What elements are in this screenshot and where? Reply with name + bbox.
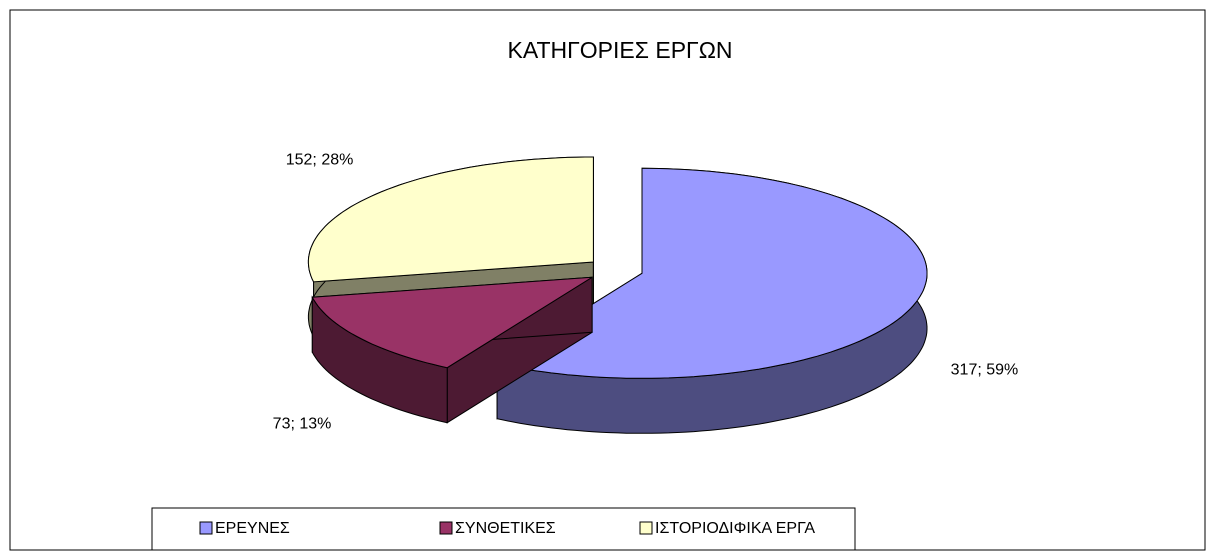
data-label: 73; 13% bbox=[273, 416, 332, 433]
data-label: 317; 59% bbox=[951, 362, 1019, 379]
chart-frame bbox=[9, 9, 1206, 551]
legend-box bbox=[151, 507, 856, 551]
legend-swatch bbox=[199, 521, 213, 535]
chart-title: ΚΑΤΗΓΟΡΙΕΣ ΕΡΓΩΝ bbox=[507, 37, 732, 63]
data-label: 152; 28% bbox=[286, 151, 354, 168]
slice bbox=[495, 167, 928, 379]
legend-swatch bbox=[439, 521, 453, 535]
slice bbox=[311, 276, 593, 369]
slice bbox=[307, 156, 594, 283]
legend-swatch bbox=[639, 521, 653, 535]
legend-label: ΕΡΕΥΝΕΣ bbox=[215, 520, 290, 537]
legend-label: ΣΥΝΘΕΤΙΚΕΣ bbox=[455, 520, 556, 537]
legend-label: ΙΣΤΟΡΙΟΔΙΦΙΚΑ ΕΡΓΑ bbox=[655, 520, 815, 537]
